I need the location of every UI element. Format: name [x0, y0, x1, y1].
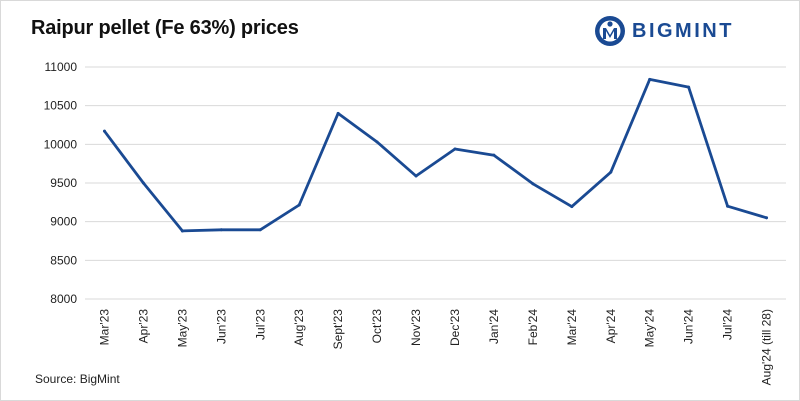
data-point	[258, 228, 262, 232]
y-tick-label: 9500	[50, 176, 77, 190]
x-tick-label: May'23	[175, 309, 189, 348]
data-point	[336, 111, 340, 115]
x-tick-label: Oct'23	[370, 309, 384, 344]
data-point	[414, 174, 418, 178]
x-tick-label: Jan'24	[487, 309, 501, 344]
x-tick-label: Jun'24	[682, 309, 696, 344]
data-point	[375, 140, 379, 144]
y-tick-label: 9000	[50, 215, 77, 229]
x-tick-label: Apr'24	[604, 309, 618, 344]
data-point	[726, 204, 730, 208]
data-point	[102, 129, 106, 133]
x-tick-label: Apr'23	[136, 309, 150, 344]
data-point	[453, 147, 457, 151]
x-tick-label: Mar'24	[565, 309, 579, 346]
data-point	[141, 181, 145, 185]
data-point	[297, 203, 301, 207]
series-line	[103, 78, 768, 233]
data-point	[219, 228, 223, 232]
y-tick-label: 10500	[44, 99, 78, 113]
x-tick-label: Aug'24 (till 28)	[760, 309, 774, 385]
data-point	[687, 85, 691, 89]
x-tick-label: Mar'23	[97, 309, 111, 346]
x-tick-label: Jun'23	[214, 309, 228, 344]
y-tick-label: 11000	[45, 60, 78, 74]
y-tick-label: 8000	[50, 292, 77, 306]
data-point	[570, 205, 574, 209]
x-tick-label: Sept'23	[331, 309, 345, 350]
data-point	[765, 216, 769, 220]
bigmint-logo: BIGMINT	[594, 14, 734, 48]
x-tick-label: Nov'23	[409, 309, 423, 346]
data-point	[609, 170, 613, 174]
x-tick-label: May'24	[643, 309, 657, 348]
chart-title: Raipur pellet (Fe 63%) prices	[31, 17, 299, 39]
y-tick-label: 8500	[50, 253, 77, 267]
source-note: Source: BigMint	[35, 372, 120, 386]
data-point	[531, 182, 535, 186]
logo-text: BIGMINT	[632, 19, 734, 42]
data-point	[648, 77, 652, 81]
y-tick-label: 10000	[44, 137, 78, 151]
data-point	[492, 153, 496, 157]
x-tick-label: Aug'23	[292, 309, 306, 346]
x-tick-label: Jul'23	[253, 309, 267, 340]
x-tick-label: Dec'23	[448, 309, 462, 346]
data-point	[180, 229, 184, 233]
x-tick-label: Jul'24	[721, 309, 735, 340]
bigmint-logo-icon	[595, 16, 625, 46]
x-tick-label: Feb'24	[526, 309, 540, 346]
